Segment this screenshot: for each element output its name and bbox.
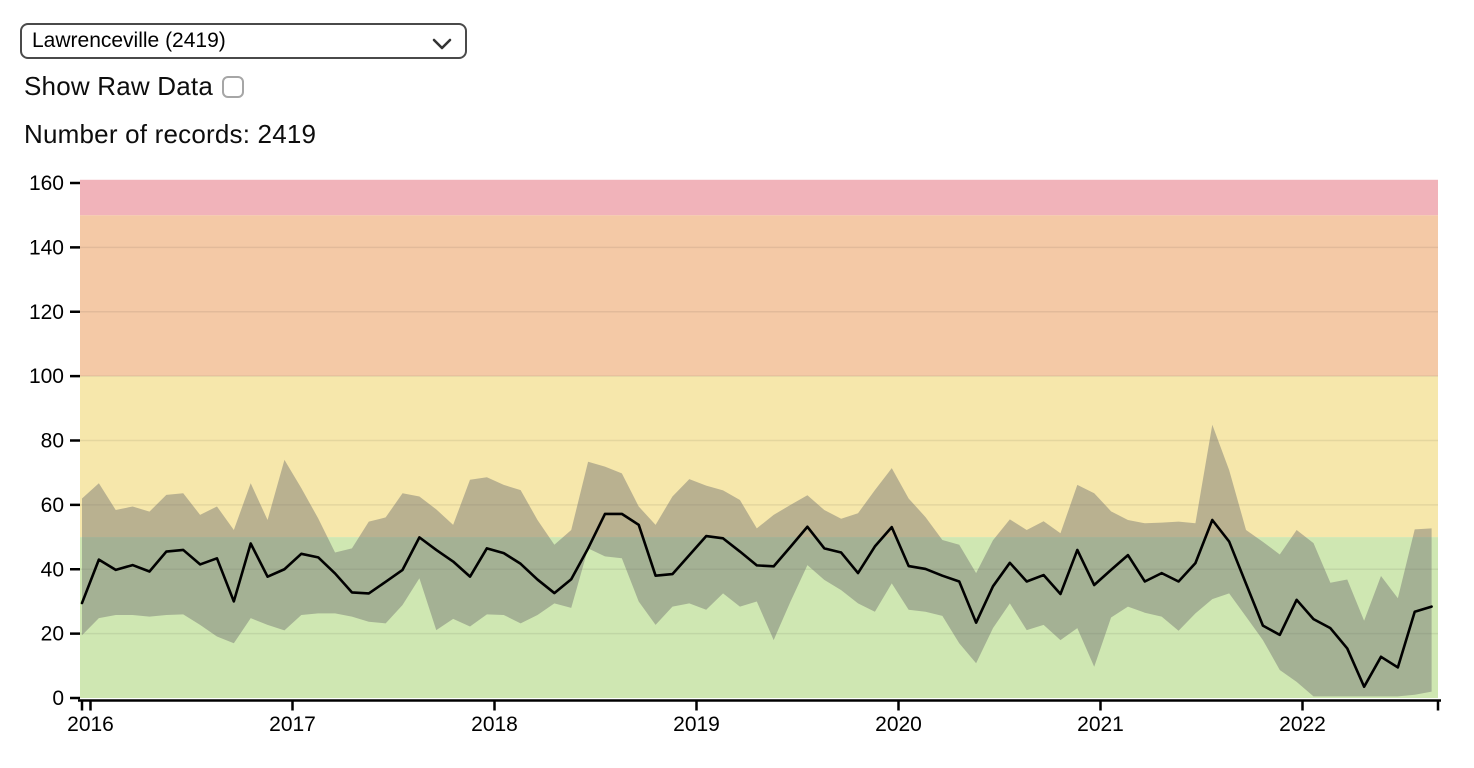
y-tick-label: 40 [41, 558, 64, 581]
region-select[interactable]: Lawrenceville (2419) [20, 23, 467, 59]
y-tick-label: 160 [29, 172, 64, 195]
show-raw-data-row: Show Raw Data [24, 70, 245, 101]
x-tick-label: 2020 [875, 713, 922, 736]
show-raw-data-checkbox[interactable] [222, 76, 245, 98]
x-tick-label: 2016 [67, 713, 114, 736]
x-tick-label: 2017 [269, 713, 316, 736]
y-tick-label: 80 [41, 430, 64, 453]
show-raw-data-label: Show Raw Data [24, 70, 214, 101]
y-tick-label: 120 [29, 301, 64, 324]
gridlines [80, 246, 1438, 635]
uncertainty-band [82, 424, 1432, 697]
records-count: Number of records: 2419 [24, 119, 317, 149]
x-axis: 2016 2017 2018 2019 2020 2021 2022 [67, 699, 1441, 736]
aqi-line [80, 512, 1433, 689]
band-100-150 [80, 215, 1438, 377]
band-50-100 [80, 376, 1438, 538]
band-150-160 [80, 179, 1438, 216]
y-tick-label: 20 [41, 623, 64, 646]
band-0-50 [80, 537, 1438, 698]
y-tick-label: 100 [29, 365, 64, 388]
y-tick-label: 60 [41, 494, 64, 517]
x-tick-label: 2018 [471, 713, 518, 736]
x-tick-label: 2022 [1279, 713, 1326, 736]
aqi-category-bands [80, 179, 1438, 698]
y-tick-label: 0 [52, 687, 64, 710]
x-tick-label: 2019 [673, 713, 720, 736]
y-axis: 0 20 40 60 80 100 120 140 160 [29, 172, 80, 710]
x-tick-label: 2021 [1077, 713, 1124, 736]
y-tick-label: 140 [29, 236, 64, 259]
